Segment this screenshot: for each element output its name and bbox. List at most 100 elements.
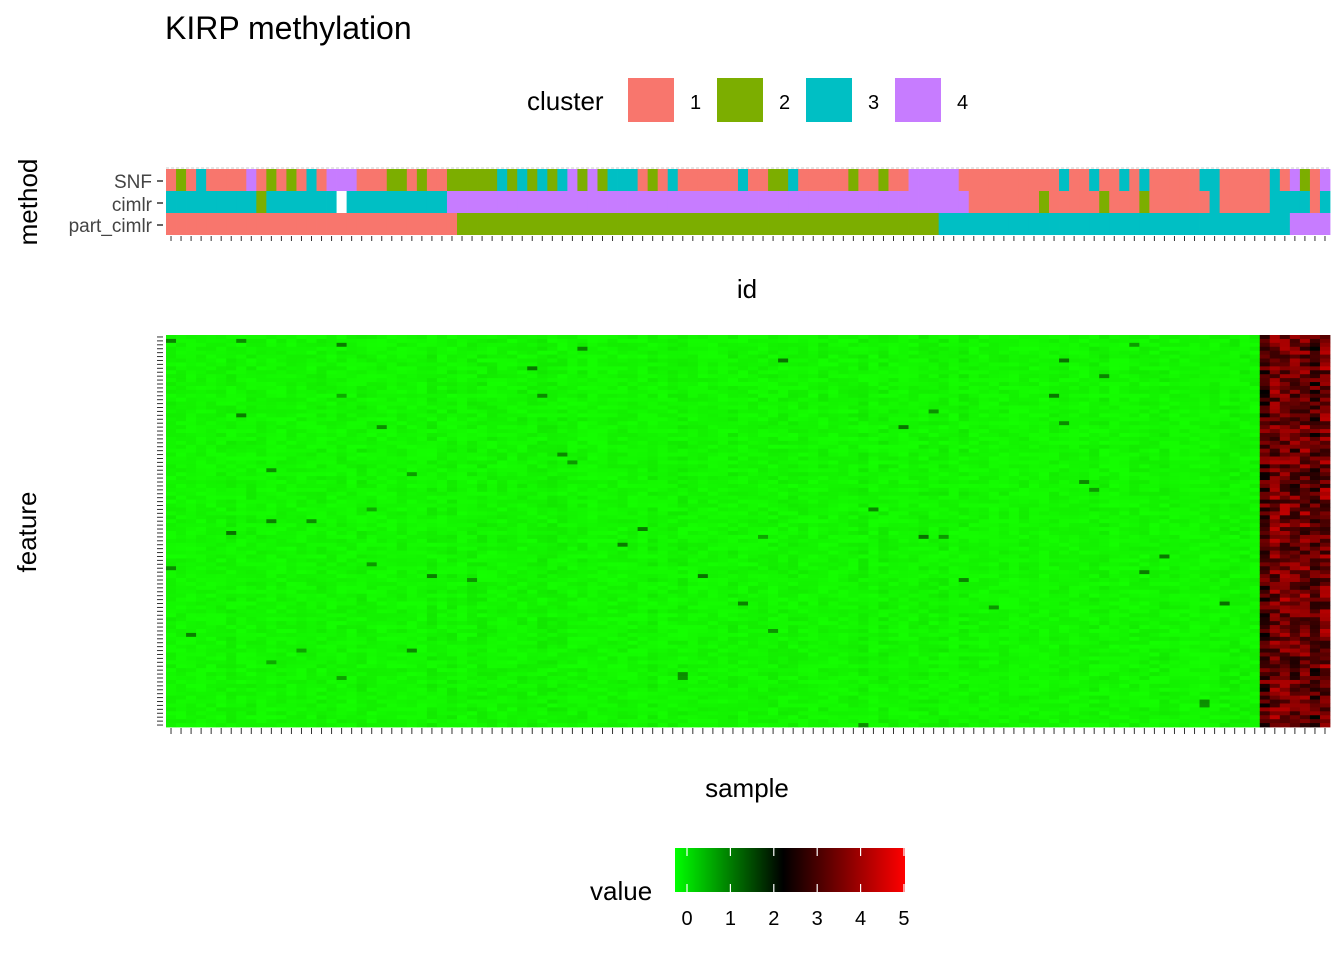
heatmap-cell xyxy=(176,711,187,716)
heatmap-cell xyxy=(446,676,458,681)
heatmap-cell xyxy=(507,350,518,355)
heatmap-cell xyxy=(306,683,317,689)
heatmap-cell xyxy=(396,652,408,657)
heatmap-cell xyxy=(226,621,237,626)
method-cell xyxy=(1189,191,1200,213)
heatmap-cell xyxy=(286,409,297,414)
heatmap-cell xyxy=(446,378,458,383)
heatmap-cell xyxy=(527,664,538,669)
heatmap-cell xyxy=(527,362,538,367)
heatmap-cell xyxy=(446,487,458,493)
heatmap-cell xyxy=(406,581,418,587)
heatmap-cell xyxy=(547,480,558,485)
heatmap-cell xyxy=(497,335,508,340)
heatmap-cell xyxy=(426,703,438,708)
heatmap-cell xyxy=(196,695,207,700)
heatmap-cell xyxy=(517,538,528,544)
heatmap-cell xyxy=(226,385,237,391)
heatmap-cell xyxy=(457,527,468,532)
heatmap-cell xyxy=(316,581,327,587)
heatmap-cell xyxy=(487,495,498,501)
heatmap-cell xyxy=(436,472,448,477)
heatmap-cell xyxy=(436,468,448,473)
method-cell xyxy=(848,191,859,213)
heatmap-cell xyxy=(457,629,468,634)
heatmap-cell xyxy=(176,417,187,422)
heatmap-cell xyxy=(517,534,528,540)
heatmap-cell xyxy=(386,417,398,422)
heatmap-cell xyxy=(467,578,478,583)
heatmap-cell xyxy=(597,460,608,465)
heatmap-cell xyxy=(276,664,287,669)
heatmap-cell xyxy=(266,574,277,579)
heatmap-cell xyxy=(436,715,448,720)
heatmap-cell xyxy=(527,495,538,501)
heatmap-cell xyxy=(416,393,428,399)
heatmap-cell xyxy=(406,652,418,657)
heatmap-cell xyxy=(416,534,428,540)
heatmap-cell xyxy=(557,374,568,379)
heatmap-cell xyxy=(507,609,518,614)
heatmap-cell xyxy=(507,723,518,728)
heatmap-cell xyxy=(226,401,237,406)
heatmap-cell xyxy=(236,405,247,410)
heatmap-cell xyxy=(577,374,588,379)
heatmap-cell xyxy=(587,593,598,599)
heatmap-cell xyxy=(236,350,247,355)
heatmap-cell xyxy=(246,652,257,657)
heatmap-cell xyxy=(206,487,217,493)
heatmap-cell xyxy=(346,440,358,446)
heatmap-cell xyxy=(236,366,247,371)
heatmap-cell xyxy=(436,558,448,563)
heatmap-cell xyxy=(487,362,498,367)
heatmap-cell xyxy=(276,476,287,481)
heatmap-cell xyxy=(176,397,187,403)
heatmap-cell xyxy=(266,613,277,618)
heatmap-cell xyxy=(246,687,257,693)
method-cell xyxy=(878,191,889,213)
heatmap-cell xyxy=(577,342,588,348)
heatmap-cell xyxy=(376,523,388,528)
heatmap-cell xyxy=(577,433,588,438)
heatmap-cell xyxy=(166,444,177,450)
heatmap-cell xyxy=(416,507,428,512)
method-cell xyxy=(998,213,1010,235)
heatmap-cell xyxy=(246,558,257,563)
heatmap-cell xyxy=(587,335,598,340)
heatmap-cell xyxy=(426,519,438,524)
heatmap-cell xyxy=(186,433,197,438)
heatmap-cell xyxy=(446,715,458,720)
heatmap-cell xyxy=(266,354,277,359)
method-cell xyxy=(707,191,719,213)
heatmap-cell xyxy=(436,448,448,453)
heatmap-cell xyxy=(246,617,257,622)
heatmap-cell xyxy=(507,385,518,391)
heatmap-cell xyxy=(326,370,337,375)
heatmap-cell xyxy=(376,495,388,501)
heatmap-cell xyxy=(467,519,478,524)
heatmap-cell xyxy=(507,652,518,657)
heatmap-cell xyxy=(406,695,418,700)
heatmap-cell xyxy=(246,389,257,395)
heatmap-cell xyxy=(226,507,237,512)
heatmap-cell xyxy=(587,460,598,465)
heatmap-cell xyxy=(416,699,428,704)
heatmap-cell xyxy=(336,354,348,359)
heatmap-cell xyxy=(567,421,578,426)
heatmap-cell xyxy=(196,523,207,528)
heatmap-cell xyxy=(186,656,197,661)
heatmap-cell xyxy=(296,597,307,602)
method-cell xyxy=(326,169,337,191)
heatmap-cell xyxy=(356,550,368,555)
heatmap-cell xyxy=(326,711,337,716)
heatmap-cell xyxy=(306,609,317,614)
heatmap-cell xyxy=(286,460,297,465)
heatmap-cell xyxy=(597,346,608,352)
heatmap-cell xyxy=(256,476,267,481)
heatmap-cell xyxy=(196,534,207,540)
heatmap-cell xyxy=(326,401,337,406)
heatmap-cell xyxy=(607,601,618,606)
heatmap-cell xyxy=(376,480,388,485)
heatmap-cell xyxy=(306,707,317,712)
heatmap-cell xyxy=(547,519,558,524)
